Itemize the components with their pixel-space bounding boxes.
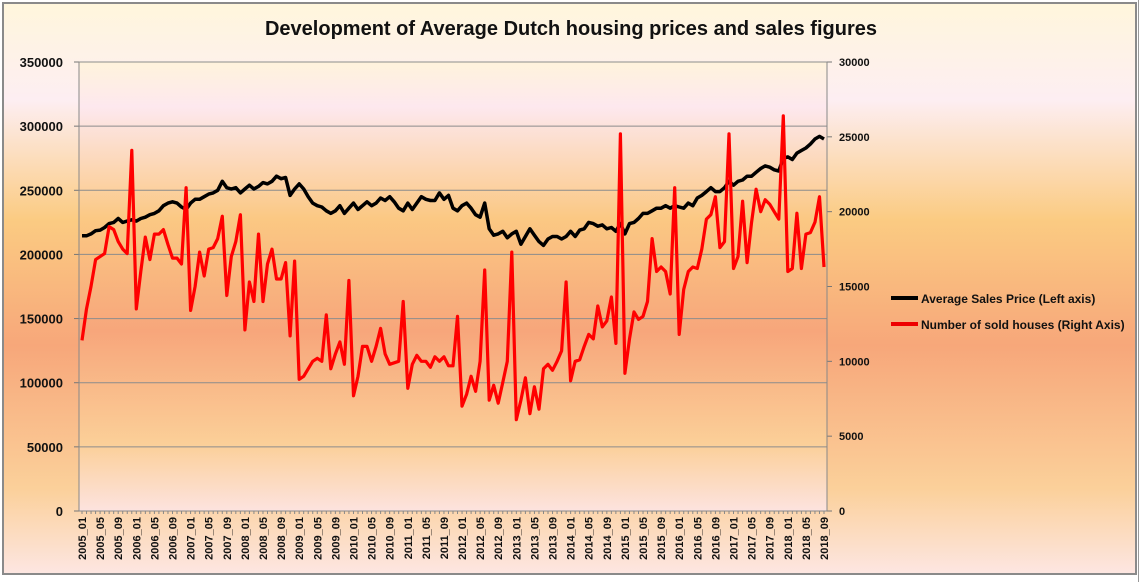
x-axis-tick-label: 2012_01 (457, 517, 469, 560)
x-axis-tick-label: 2008_05 (258, 517, 270, 560)
x-axis-tick-label: 2007_01 (186, 517, 198, 560)
x-axis-tick-label: 2013_09 (548, 517, 560, 560)
x-axis-tick-label: 2015_09 (656, 517, 668, 560)
left-axis-tick-label: 150000 (20, 312, 63, 327)
x-axis-tick-label: 2017_09 (765, 517, 777, 560)
x-axis-tick-label: 2013_05 (529, 517, 541, 560)
legend-label-price: Average Sales Price (Left axis) (921, 292, 1095, 306)
x-axis-tick-label: 2016_09 (710, 517, 722, 560)
plot-area (79, 62, 827, 511)
left-axis-tick-label: 0 (56, 504, 63, 519)
right-axis-tick-label: 0 (839, 506, 845, 518)
x-axis-tick-label: 2009_05 (312, 517, 324, 560)
x-axis-tick-label: 2018_01 (783, 517, 795, 560)
x-axis-tick-label: 2005_05 (95, 517, 107, 560)
x-axis-tick-label: 2010_05 (367, 517, 379, 560)
x-axis-tick-label: 2005_01 (77, 517, 89, 560)
x-axis-tick-label: 2011_01 (403, 517, 415, 559)
left-axis-tick-label: 250000 (20, 183, 63, 198)
x-axis-tick-label: 2011_09 (439, 517, 451, 559)
right-axis-tick-label: 5000 (839, 431, 863, 443)
x-axis-tick-label: 2006_05 (149, 517, 161, 560)
x-axis-tick-label: 2009_01 (294, 517, 306, 560)
left-axis-tick-label: 300000 (20, 119, 63, 134)
x-axis-tick-label: 2007_09 (222, 517, 234, 560)
left-axis-tick-label: 100000 (20, 376, 63, 391)
x-axis-tick-label: 2006_01 (131, 517, 143, 560)
x-axis-tick-label: 2012_05 (475, 517, 487, 560)
chart-title: Development of Average Dutch housing pri… (265, 18, 877, 40)
x-axis-tick-label: 2014_01 (566, 517, 578, 560)
x-axis-tick-label: 2010_09 (385, 517, 397, 560)
x-axis-tick-label: 2013_01 (511, 517, 523, 560)
x-axis-tick-label: 2015_05 (638, 517, 650, 560)
right-axis-tick-label: 15000 (839, 282, 870, 294)
x-axis-tick-label: 2008_01 (240, 517, 252, 560)
right-axis-tick-label: 20000 (839, 207, 870, 219)
x-axis-tick-label: 2016_05 (692, 517, 704, 560)
x-axis-tick-label: 2017_01 (729, 517, 741, 560)
spreadsheet-edge (1138, 0, 1145, 582)
x-axis-tick-label: 2018_05 (801, 517, 813, 560)
x-axis-tick-label: 2007_05 (204, 517, 216, 560)
x-axis-tick-label: 2008_09 (276, 517, 288, 560)
left-axis-tick-label: 50000 (27, 440, 63, 455)
x-axis-tick-label: 2015_01 (620, 517, 632, 560)
legend: Average Sales Price (Left axis) Number o… (891, 292, 1125, 332)
x-axis-tick-label: 2018_09 (819, 517, 831, 560)
right-axis-tick-label: 10000 (839, 356, 870, 368)
x-axis-tick-label: 2014_09 (602, 517, 614, 560)
x-axis-tick-label: 2005_09 (113, 517, 125, 560)
x-axis-tick-label: 2009_09 (330, 517, 342, 560)
x-axis-tick-label: 2011_05 (421, 517, 433, 559)
x-axis-tick-label: 2014_05 (584, 517, 596, 560)
legend-label-sales: Number of sold houses (Right Axis) (921, 318, 1125, 332)
right-axis-tick-label: 30000 (839, 57, 870, 69)
left-axis-tick-label: 200000 (20, 247, 63, 262)
left-axis-tick-label: 350000 (20, 55, 63, 70)
x-axis-tick-label: 2006_09 (167, 517, 179, 560)
right-axis-tick-label: 25000 (839, 132, 870, 144)
x-axis-tick-label: 2010_01 (348, 517, 360, 560)
x-axis-tick-label: 2016_01 (674, 517, 686, 560)
x-axis-tick-label: 2012_09 (493, 517, 505, 560)
x-axis-tick-label: 2017_05 (747, 517, 759, 560)
